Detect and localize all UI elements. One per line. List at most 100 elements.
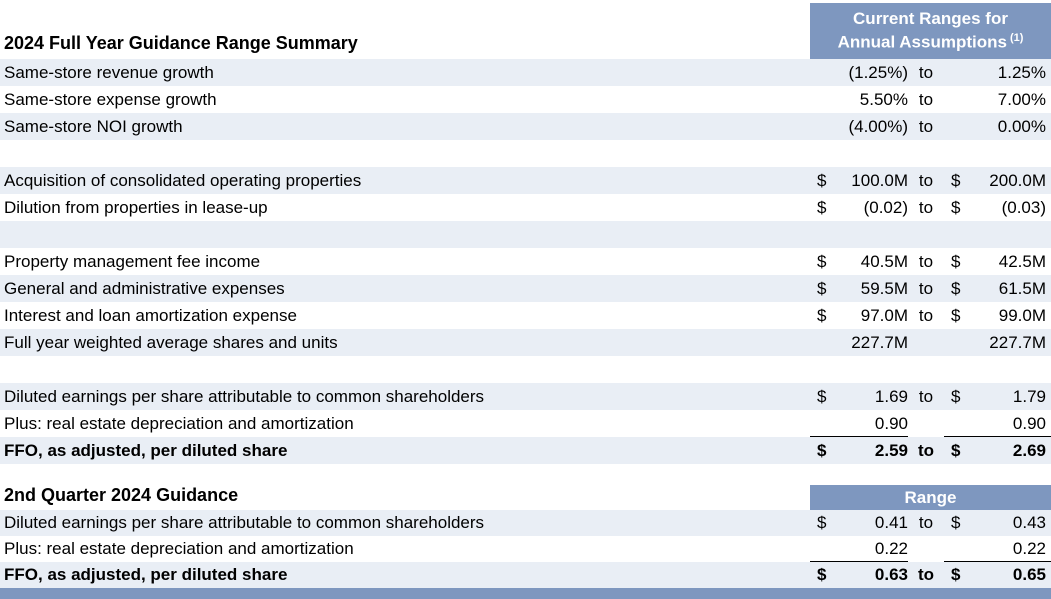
section2-range-header: Range xyxy=(810,485,1051,510)
high-currency-symbol xyxy=(944,356,970,383)
high-value: 1.25% xyxy=(997,63,1046,82)
range-to-label: to xyxy=(918,279,934,298)
low-value: (0.02) xyxy=(863,198,908,217)
high-value xyxy=(970,140,1051,167)
low-value: (1.25%) xyxy=(848,63,908,82)
range-to-label xyxy=(908,356,944,383)
table-row xyxy=(0,356,1051,383)
high-value: 227.7M xyxy=(989,333,1046,352)
high-currency-symbol xyxy=(944,221,970,248)
low-value xyxy=(836,221,908,248)
low-currency-symbol xyxy=(810,86,836,113)
row-label: Full year weighted average shares and un… xyxy=(4,333,338,352)
range-to-label: to xyxy=(917,565,935,584)
range-to-label: to xyxy=(918,63,934,82)
high-currency-symbol: $ xyxy=(951,252,961,271)
high-currency-symbol xyxy=(944,410,970,437)
high-value: 0.00% xyxy=(997,117,1046,136)
table-row: General and administrative expenses $ 59… xyxy=(0,275,1051,302)
high-currency-symbol xyxy=(944,329,970,356)
table-row: Same-store expense growth 5.50% to 7.00% xyxy=(0,86,1051,113)
range-to-label xyxy=(908,536,944,562)
low-currency-symbol: $ xyxy=(817,387,827,406)
row-label: Plus: real estate depreciation and amort… xyxy=(4,414,354,433)
range-to-label: to xyxy=(918,252,934,271)
range-to-label: to xyxy=(918,198,934,217)
section1-title: 2024 Full Year Guidance Range Summary xyxy=(4,33,358,53)
high-value: 1.79 xyxy=(1012,387,1046,406)
low-value xyxy=(836,140,908,167)
high-value: 0.90 xyxy=(970,410,1051,437)
high-value xyxy=(970,221,1051,248)
low-currency-symbol xyxy=(810,356,836,383)
low-value: 40.5M xyxy=(860,252,908,271)
high-currency-symbol xyxy=(944,59,970,86)
low-value: 59.5M xyxy=(860,279,908,298)
high-currency-symbol: $ xyxy=(951,198,961,217)
section1-header: 2024 Full Year Guidance Range Summary Cu… xyxy=(0,3,1051,59)
high-currency-symbol: $ xyxy=(951,387,961,406)
high-currency-symbol: $ xyxy=(951,513,961,532)
low-value: 1.69 xyxy=(874,387,908,406)
row-label: FFO, as adjusted, per diluted share xyxy=(4,441,288,460)
row-label: Property management fee income xyxy=(4,252,261,271)
low-value: 0.41 xyxy=(874,513,908,532)
row-label: Dilution from properties in lease-up xyxy=(4,198,268,217)
high-currency-symbol xyxy=(944,113,970,140)
high-value xyxy=(970,356,1051,383)
low-currency-symbol xyxy=(810,221,836,248)
table-row: Same-store revenue growth (1.25%) to 1.2… xyxy=(0,59,1051,86)
row-label: General and administrative expenses xyxy=(4,279,285,298)
table-row: Diluted earnings per share attributable … xyxy=(0,510,1051,536)
high-currency-symbol: $ xyxy=(951,279,961,298)
low-value: 0.22 xyxy=(836,536,908,562)
section2-title: 2nd Quarter 2024 Guidance xyxy=(4,485,239,505)
range-to-label xyxy=(908,410,944,437)
high-value: 7.00% xyxy=(997,90,1046,109)
table-row: FFO, as adjusted, per diluted share $ 0.… xyxy=(0,562,1051,588)
table-row: FFO, as adjusted, per diluted share $ 2.… xyxy=(0,437,1051,464)
low-currency-symbol: $ xyxy=(817,441,827,460)
low-currency-symbol: $ xyxy=(817,171,827,190)
low-value xyxy=(836,356,908,383)
low-currency-symbol xyxy=(810,140,836,167)
row-label: Same-store revenue growth xyxy=(4,63,214,82)
range-to-label: to xyxy=(918,387,934,406)
range-to-label: to xyxy=(917,441,935,460)
table-row: Interest and loan amortization expense $… xyxy=(0,302,1051,329)
low-value: 97.0M xyxy=(860,306,908,325)
low-value: 5.50% xyxy=(859,90,908,109)
row-label xyxy=(0,140,810,167)
section1-range-header: Current Ranges for Annual Assumptions (1) xyxy=(810,3,1051,59)
low-value: 0.90 xyxy=(836,410,908,437)
high-value: 42.5M xyxy=(998,252,1046,271)
high-currency-symbol xyxy=(944,86,970,113)
low-currency-symbol xyxy=(810,329,836,356)
high-currency-symbol xyxy=(944,536,970,562)
low-currency-symbol: $ xyxy=(817,565,827,584)
low-value: 227.7M xyxy=(851,333,908,352)
low-currency-symbol xyxy=(810,536,836,562)
range-to-label xyxy=(908,140,944,167)
table-row: Plus: real estate depreciation and amort… xyxy=(0,410,1051,437)
high-currency-symbol: $ xyxy=(951,171,961,190)
low-currency-symbol: $ xyxy=(817,306,827,325)
section1-rows: Same-store revenue growth (1.25%) to 1.2… xyxy=(0,59,1051,464)
table-row xyxy=(0,140,1051,167)
high-value: 61.5M xyxy=(998,279,1046,298)
high-value: 99.0M xyxy=(998,306,1046,325)
section2-rows: Diluted earnings per share attributable … xyxy=(0,510,1051,588)
low-value: 2.59 xyxy=(874,441,908,460)
range-to-label xyxy=(908,329,944,356)
low-currency-symbol xyxy=(810,410,836,437)
row-label: Plus: real estate depreciation and amort… xyxy=(4,539,354,558)
row-label xyxy=(0,356,810,383)
table-row: Dilution from properties in lease-up $ (… xyxy=(0,194,1051,221)
high-value: 200.0M xyxy=(989,171,1046,190)
range-header-line2-text: Annual Assumptions xyxy=(837,32,1007,52)
range-to-label xyxy=(908,221,944,248)
high-value: (0.03) xyxy=(1001,198,1046,217)
table-row: Acquisition of consolidated operating pr… xyxy=(0,167,1051,194)
high-currency-symbol: $ xyxy=(951,565,961,584)
